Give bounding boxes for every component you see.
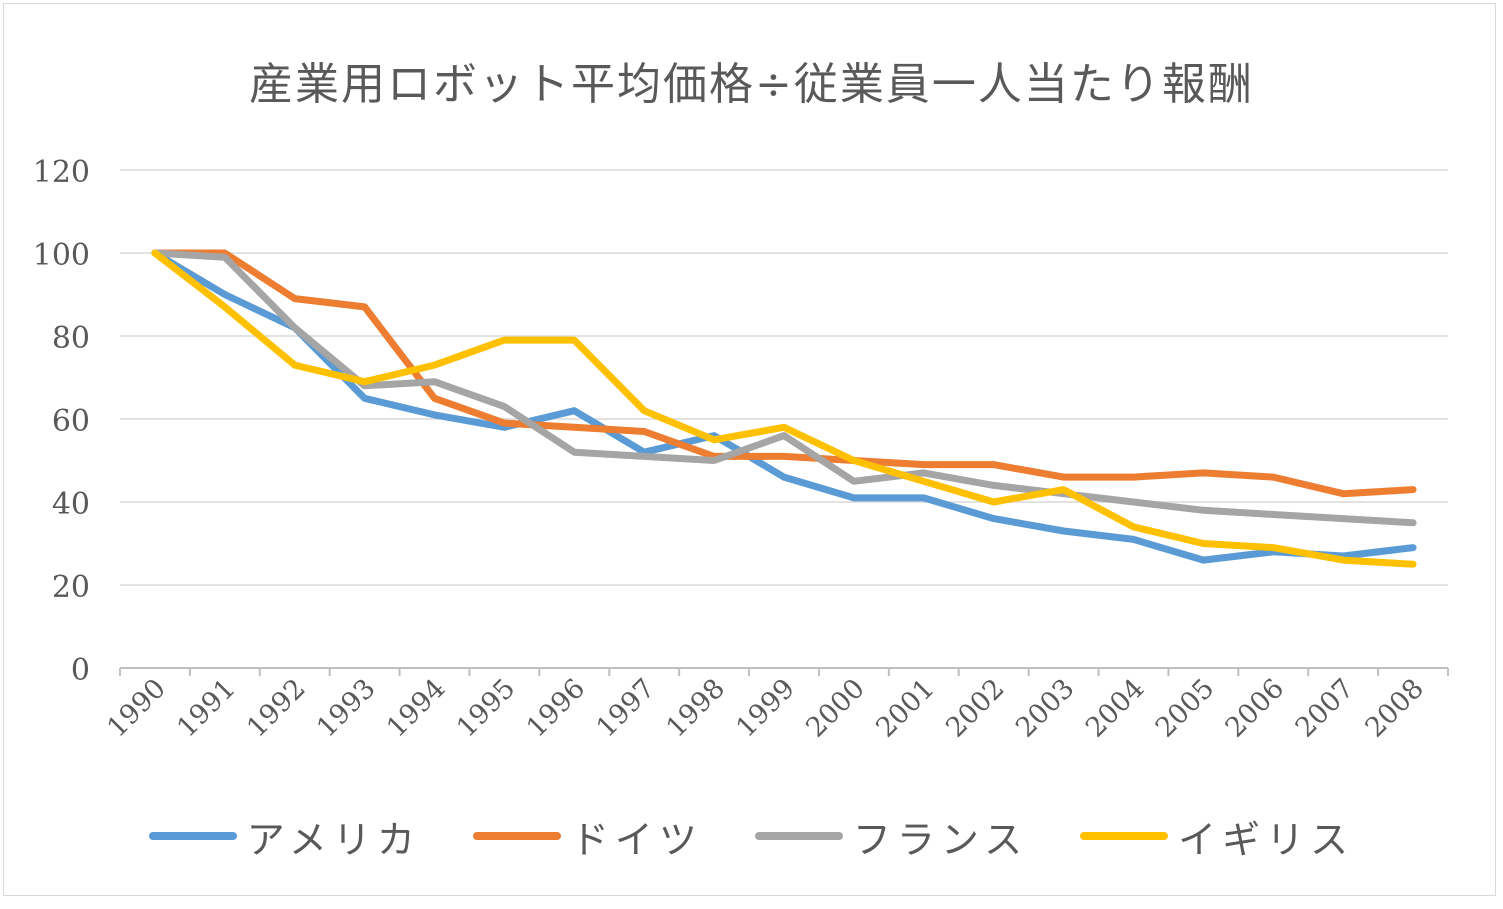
legend-label: フランス: [852, 817, 1029, 862]
x-tick-label: 2005: [1150, 673, 1221, 744]
x-tick-label: 2004: [1080, 673, 1151, 744]
legend-label: アメリカ: [246, 817, 421, 862]
x-tick-label: 1998: [661, 673, 732, 744]
x-tick-label: 2003: [1010, 673, 1081, 744]
x-tick-label: 2006: [1220, 673, 1291, 744]
x-tick-label: 2007: [1290, 673, 1361, 744]
x-tick-label: 1994: [381, 673, 452, 744]
x-tick-label: 1992: [241, 673, 312, 744]
x-tick-label: 1999: [730, 673, 801, 744]
legend-item: アメリカ: [148, 809, 421, 864]
series-line-3: [151, 249, 1417, 568]
x-tick-label: 1997: [591, 673, 662, 744]
legend-item: ドイツ: [472, 809, 703, 864]
y-tick-label: 40: [52, 487, 90, 522]
x-tick-label: 2001: [870, 673, 941, 744]
y-tick-label: 20: [52, 570, 90, 605]
x-tick-label: 1996: [521, 673, 592, 744]
x-tick-label: 1993: [311, 673, 382, 744]
legend-swatch: [472, 832, 561, 840]
legend: アメリカ ドイツ フランス イギリス: [0, 808, 1503, 864]
legend-item: フランス: [754, 809, 1029, 864]
x-tick-label: 2000: [800, 673, 871, 744]
y-tick-label: 80: [52, 321, 90, 356]
y-tick-label: 100: [33, 238, 90, 273]
chart-title: 産業用ロボット平均価格÷従業員一人当たり報酬: [249, 59, 1254, 110]
x-tick-label: 1990: [101, 673, 172, 744]
series-line-1: [151, 249, 1417, 498]
legend-item: イギリス: [1080, 809, 1354, 864]
x-tick-label: 2008: [1359, 673, 1430, 744]
x-tick-label: 1991: [171, 673, 242, 744]
y-tick-label: 0: [71, 653, 90, 688]
series-line-0: [151, 249, 1417, 564]
legend-swatch: [754, 832, 843, 840]
y-tick-label: 60: [52, 404, 90, 439]
x-tick-label: 2002: [940, 673, 1011, 744]
y-tick-label: 120: [33, 155, 90, 190]
legend-label: イギリス: [1178, 817, 1355, 862]
legend-label: ドイツ: [570, 817, 703, 862]
series-line-2: [151, 249, 1417, 527]
x-tick-label: 1995: [451, 673, 522, 744]
legend-swatch: [1080, 832, 1169, 840]
legend-swatch: [148, 832, 237, 840]
